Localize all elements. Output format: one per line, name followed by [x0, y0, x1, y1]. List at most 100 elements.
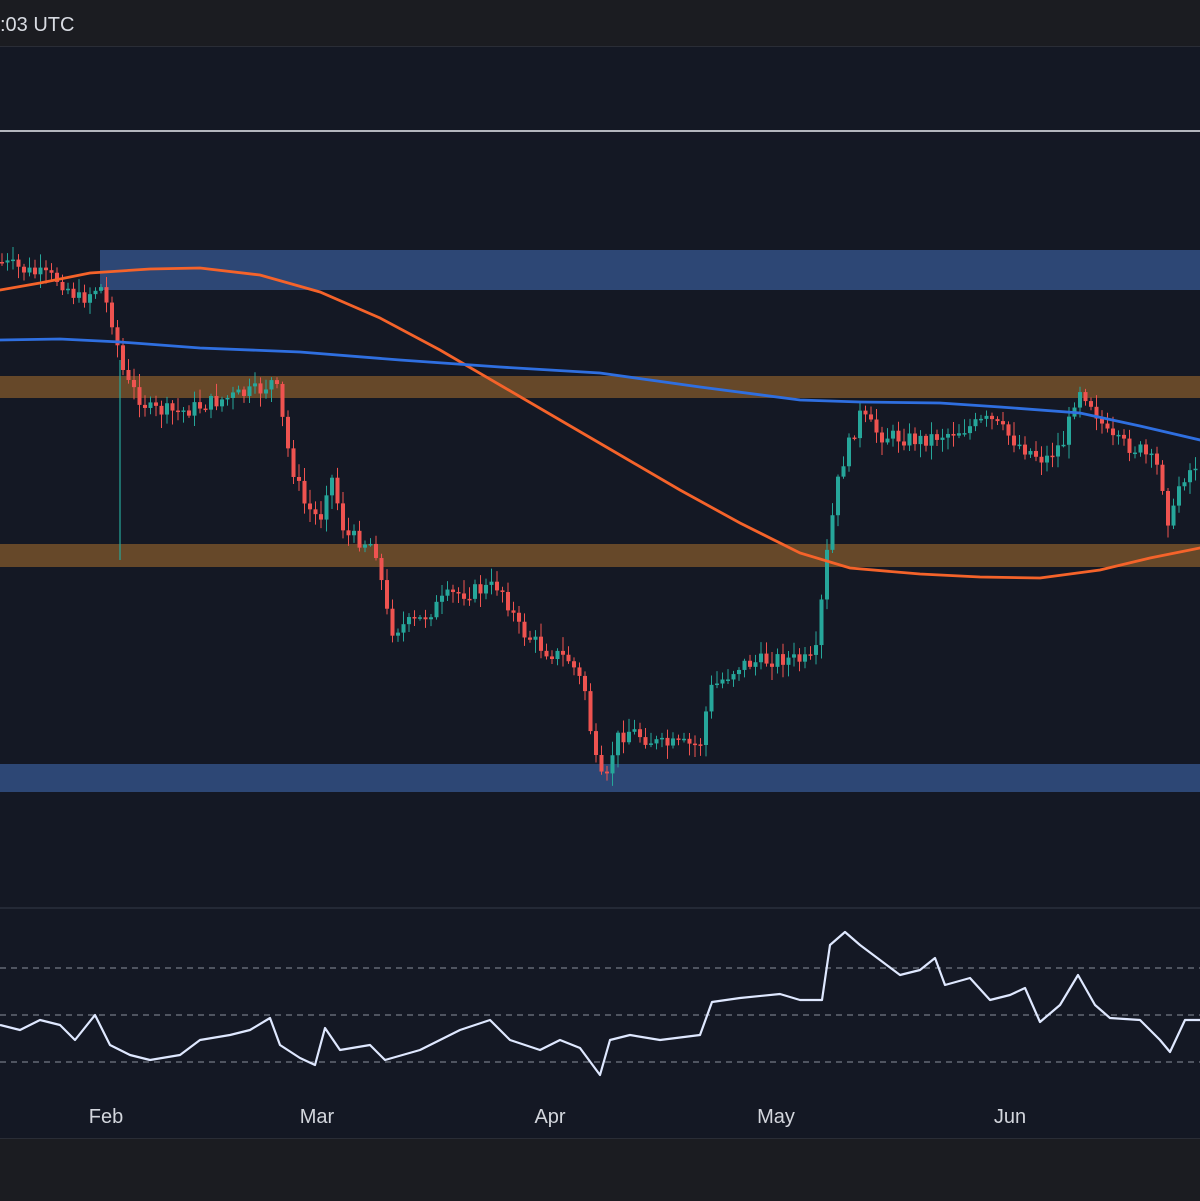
candle-113	[621, 720, 626, 754]
candle-199	[1094, 395, 1099, 431]
candle-194	[1067, 406, 1071, 459]
candle-body	[1166, 490, 1170, 526]
candle-body	[1177, 486, 1181, 506]
candle-body	[924, 435, 928, 446]
candle-184	[1012, 422, 1016, 453]
candle-body	[588, 691, 593, 732]
candle-173	[951, 421, 956, 447]
candle-body	[451, 589, 455, 593]
x-tick-label: Feb	[89, 1106, 123, 1128]
candle-body	[429, 617, 433, 620]
candle-147	[808, 646, 813, 660]
candle-body	[269, 380, 274, 390]
candle-body	[825, 549, 829, 600]
candle-88	[484, 578, 488, 600]
candle-body	[396, 632, 400, 636]
candle-body	[720, 679, 725, 684]
candle-0	[0, 253, 4, 266]
candle-186	[1023, 436, 1027, 460]
candle-body	[1111, 428, 1115, 436]
candle-121	[665, 729, 670, 759]
candle-body	[946, 433, 950, 438]
candle-214	[1177, 476, 1181, 513]
candle-109	[599, 745, 604, 775]
candle-128	[704, 706, 708, 757]
candle-body	[841, 466, 846, 477]
candle-150	[825, 539, 829, 610]
candle-55	[302, 468, 307, 514]
candle-body	[319, 514, 323, 520]
candle-body	[302, 480, 307, 504]
candle-35	[192, 391, 197, 427]
candle-39	[214, 383, 219, 411]
candle-95	[522, 613, 527, 646]
candle-body	[605, 771, 609, 774]
candle-body	[418, 617, 422, 619]
candle-body	[148, 402, 153, 408]
candle-body	[390, 608, 395, 636]
candle-body	[880, 432, 884, 443]
candle-body	[115, 327, 120, 346]
candle-21	[115, 320, 120, 358]
candle-body	[225, 397, 230, 400]
candle-body	[1116, 434, 1121, 437]
candle-104	[572, 657, 576, 676]
candle-54	[297, 464, 301, 491]
candle-body	[704, 711, 708, 746]
candle-body	[698, 744, 703, 746]
candle-body	[935, 434, 939, 440]
candle-84	[462, 580, 466, 606]
candle-body	[335, 477, 340, 504]
candle-body	[313, 509, 318, 515]
candle-body	[968, 426, 972, 434]
candle-body	[247, 386, 252, 396]
candle-136	[748, 654, 752, 670]
candle-115	[632, 719, 637, 735]
candle-body	[1034, 451, 1038, 457]
candle-body	[544, 650, 549, 657]
candle-body	[214, 396, 219, 407]
candle-body	[572, 661, 576, 668]
candles-layer	[0, 247, 1198, 786]
candle-body	[209, 396, 213, 410]
candle-body	[440, 595, 444, 602]
candle-16	[88, 287, 92, 314]
candle-body	[49, 270, 54, 273]
candle-133	[731, 670, 736, 687]
candle-19	[104, 276, 109, 313]
candle-body	[676, 738, 681, 740]
candle-140	[770, 651, 774, 681]
candle-body	[1182, 482, 1187, 487]
candle-body	[1100, 418, 1104, 424]
candle-191	[1050, 442, 1055, 468]
candle-body	[407, 617, 411, 625]
candle-body	[121, 345, 125, 370]
candle-body	[1056, 445, 1060, 457]
candle-77	[423, 609, 428, 628]
candle-70	[385, 569, 389, 615]
candle-131	[720, 672, 725, 689]
candle-body	[143, 404, 147, 408]
candle-97	[533, 630, 538, 653]
candle-100	[550, 650, 554, 664]
x-tick-label: May	[757, 1106, 795, 1128]
candle-body	[550, 656, 554, 660]
candle-57	[313, 501, 318, 525]
candle-body	[363, 544, 367, 548]
candle-body	[5, 260, 10, 263]
candle-body	[753, 662, 758, 667]
candle-body	[27, 267, 32, 273]
candle-217	[1193, 457, 1198, 481]
candle-178	[979, 414, 983, 423]
candle-body	[973, 419, 978, 427]
candle-161	[885, 428, 890, 445]
candle-body	[583, 675, 587, 692]
candle-48	[264, 379, 268, 399]
candle-body	[187, 410, 191, 416]
candle-78	[429, 613, 433, 627]
candle-body	[957, 433, 961, 436]
candle-33	[181, 406, 186, 423]
price-chart[interactable]: Feb Mar Apr May Jun	[0, 47, 1200, 1138]
candle-body	[1023, 444, 1027, 455]
candle-body	[1133, 452, 1137, 455]
